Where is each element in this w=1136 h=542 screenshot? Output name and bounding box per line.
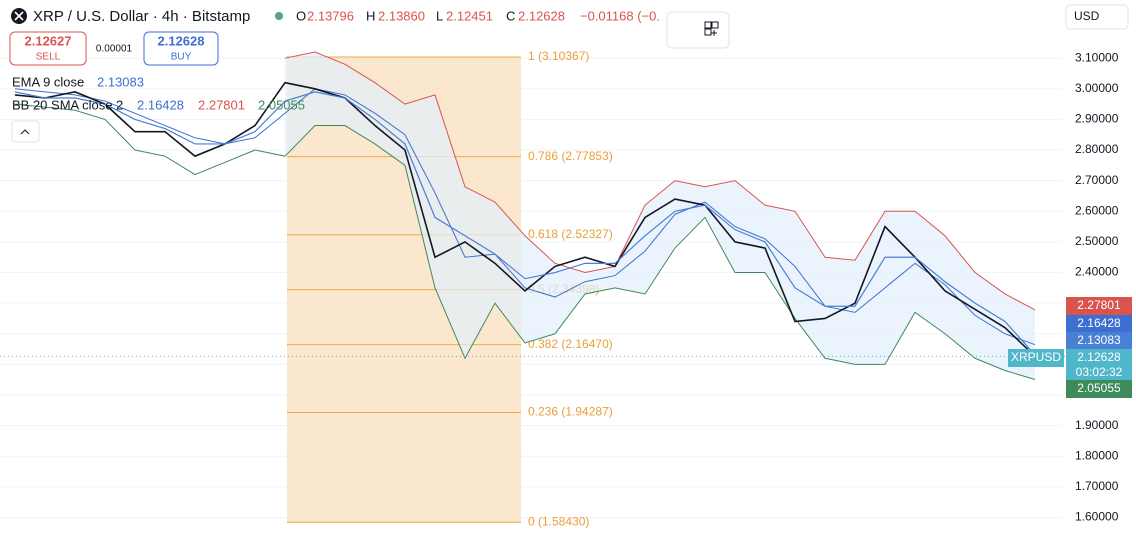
buy-button[interactable] [143,31,219,66]
sell-label[interactable]: SELL [36,52,61,63]
ema-legend[interactable]: EMA 9 close [12,74,84,89]
market-status [275,12,283,20]
ohlc-c: C [506,8,515,23]
y-tick-label: 2.80000 [1075,142,1119,156]
y-tick-label: 2.90000 [1075,112,1119,126]
price-line [14,81,1036,357]
ohlc-h: H [366,8,375,23]
ohlc-close: 2.12628 [518,8,565,23]
y-tick-label: 3.00000 [1075,81,1119,95]
ohlc-high: 2.13860 [378,8,425,23]
bb-upper [284,51,1036,311]
collapse-button[interactable] [11,120,40,143]
y-tick-label: 2.60000 [1075,203,1119,217]
buy-price[interactable]: 2.12628 [158,33,205,48]
ema-tag: 2.13083 [1077,333,1121,347]
basis-tag: 2.16428 [1077,316,1121,330]
upper-tag-bg [1066,297,1132,315]
fib-label: 0.382 (2.16470) [528,337,613,351]
basis-tag-bg [1066,315,1132,333]
symbol-title: XRP / U.S. Dollar · 4h · Bitstamp [33,8,250,25]
y-tick-label: 1.90000 [1075,418,1119,432]
ohlc-l: L [436,8,443,23]
fib-label: 0 (1.58430) [528,514,589,528]
symbol-tag: XRPUSD [1011,350,1061,364]
buy-label[interactable]: BUY [171,52,192,63]
sell-button[interactable] [9,31,87,66]
symbol-tag-bg [1008,349,1064,367]
ohlc-change: −0.01168 (−0. [580,8,660,23]
spread: 0.00001 [96,44,133,55]
y-tick-label: 2.70000 [1075,173,1119,187]
currency-button[interactable] [1065,4,1129,30]
ohlc-o: O [296,8,306,23]
bb-basis [14,88,1036,346]
bb-legend[interactable]: BB 20 SMA close 2 [12,97,123,112]
fib-label: 1 (3.10367) [528,49,589,63]
bb-lower [14,103,1036,381]
timer: 03:02:32 [1076,365,1123,379]
overlay: XRP / U.S. Dollar · 4h · Bitstamp O 2.13… [9,4,1129,143]
price-tag: 2.12628 [1077,350,1121,364]
band-fill [285,52,1035,380]
y-tick-label: 3.10000 [1075,50,1119,64]
y-tick-label: 1.60000 [1075,510,1119,524]
sell-price[interactable]: 2.12627 [25,33,72,48]
y-tick-label: 1.80000 [1075,448,1119,462]
price-tag-bg [1066,349,1132,381]
lower-tag-bg [1066,380,1132,398]
y-tick-label: 2.50000 [1075,234,1119,248]
bb-lower-value: 2.05055 [258,97,305,112]
y-tick-label: 2.40000 [1075,265,1119,279]
ema-tag-bg [1066,332,1132,350]
plot-area: 1.600001.700001.800001.900002.000002.100… [0,49,1132,528]
y-tick-label: 1.70000 [1075,479,1119,493]
ohlc-open: 2.13796 [307,8,354,23]
bb-basis-value: 2.16428 [137,97,184,112]
lower-tag: 2.05055 [1077,381,1121,395]
bb-upper-value: 2.27801 [198,97,245,112]
symbol-icon-mark [14,11,24,21]
toolbar-icon[interactable] [704,21,719,36]
ema-line [14,91,1036,356]
ema-legend-value: 2.13083 [97,74,144,89]
fib-label: 0.618 (2.52327) [528,227,613,241]
upper-tag: 2.27801 [1077,298,1121,312]
collapse-icon[interactable] [20,129,30,135]
fib-label: 0.786 (2.77853) [528,149,613,163]
ohlc-low: 2.12451 [446,8,493,23]
fib-label: 0.236 (1.94287) [528,405,613,419]
toolbar[interactable] [666,11,730,49]
currency[interactable]: USD [1074,9,1100,23]
